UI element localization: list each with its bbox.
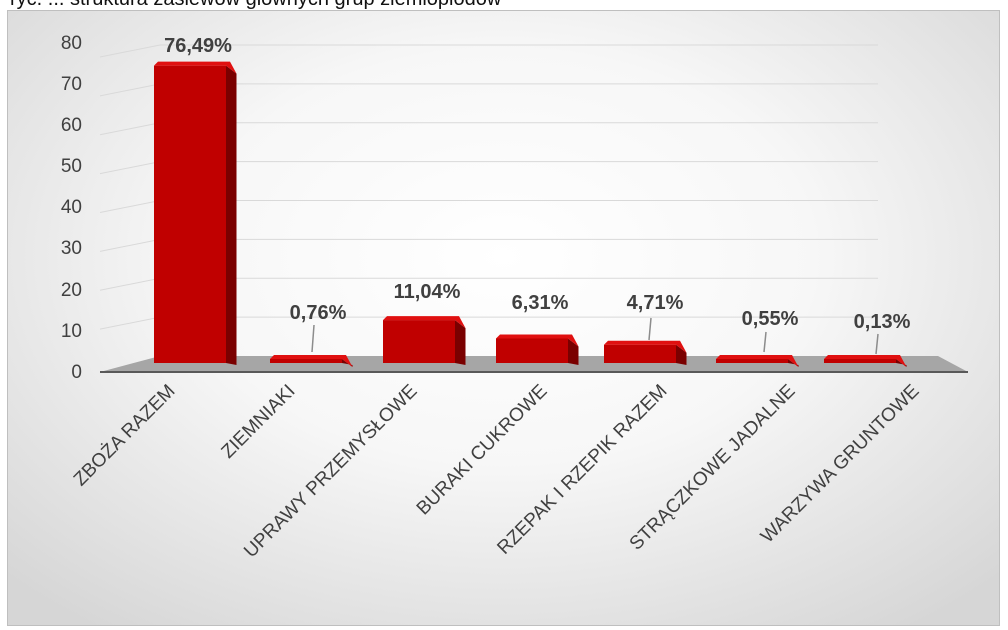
bar-front	[383, 320, 455, 363]
gridline-left-5	[99, 161, 161, 175]
data-label: 11,04%	[394, 281, 461, 303]
gridline-left-2	[99, 277, 161, 291]
cropped-caption: ryc. ... struktura zasiewów głównych gru…	[0, 0, 1008, 10]
y-tick-label: 70	[61, 74, 82, 95]
bar-top	[824, 355, 907, 367]
bars	[154, 61, 907, 367]
bar	[383, 316, 466, 365]
bar-front	[604, 344, 676, 363]
bar	[604, 340, 687, 365]
bar-side	[226, 65, 237, 365]
bar-side	[676, 344, 687, 365]
y-axis-ticks: 0 10 20 30 40 50 60 70 80	[61, 33, 82, 383]
bar-top	[496, 334, 579, 347]
category-label: BURAKI CUKROWE	[413, 381, 552, 520]
bar-front	[716, 359, 788, 363]
bar-top	[270, 355, 353, 367]
gridline-left-3	[99, 238, 161, 252]
label-leader-line	[311, 324, 315, 353]
bar-top	[604, 340, 687, 353]
bar-side	[568, 338, 579, 365]
y-tick-label: 0	[71, 362, 82, 383]
data-label: 76,49%	[164, 35, 232, 57]
category-label: ZBOŻA RAZEM	[70, 381, 180, 491]
gridline-left-6	[99, 122, 161, 136]
bar-front	[824, 359, 896, 363]
bar-top	[716, 355, 799, 367]
data-label: 4,71%	[627, 292, 684, 314]
label-leader-line	[648, 317, 652, 341]
bar	[154, 61, 237, 365]
gridline-left-8	[99, 44, 161, 58]
gridline-left-1	[99, 316, 161, 330]
label-leader-line	[875, 333, 879, 355]
data-label: 6,31%	[512, 292, 569, 314]
y-tick-label: 80	[61, 33, 82, 54]
y-tick-label: 20	[61, 280, 82, 301]
data-label: 0,76%	[290, 302, 347, 324]
data-labels: 76,49% 0,76% 11,04% 6,31% 4,71% 0,55% 0,13%	[164, 35, 911, 355]
gridlines	[99, 44, 878, 330]
bar	[716, 355, 799, 367]
bar-front	[270, 359, 342, 363]
bar-front	[154, 65, 226, 363]
y-tick-label: 10	[61, 321, 82, 342]
bar-top	[383, 316, 466, 329]
bar-top	[154, 61, 237, 74]
data-label: 0,55%	[742, 308, 799, 330]
y-tick-label: 50	[61, 156, 82, 177]
gridline-left-7	[99, 83, 161, 97]
y-tick-label: 30	[61, 238, 82, 259]
y-tick-label: 60	[61, 115, 82, 136]
bar-front	[496, 338, 568, 363]
gridline-left-4	[99, 200, 161, 213]
label-leader-line	[763, 331, 767, 353]
bar	[270, 355, 353, 367]
bar-side	[455, 320, 466, 365]
category-label: ZIEMNIAKI	[218, 381, 300, 463]
data-label: 0,13%	[854, 311, 911, 333]
bar	[824, 355, 907, 367]
cropped-caption-text: ryc. ... struktura zasiewów głównych gru…	[10, 0, 501, 10]
bar	[496, 334, 579, 365]
y-tick-label: 40	[61, 197, 82, 218]
